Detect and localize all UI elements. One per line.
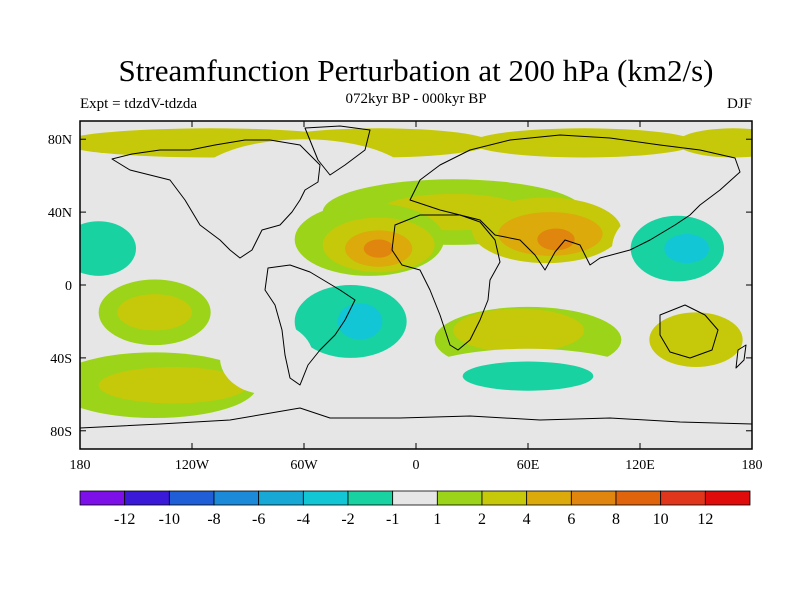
continent-outlines [80,125,752,429]
colorbar-swatch [124,490,170,506]
colorbar-swatch [481,490,528,506]
field-contour-pos-6 [363,239,394,258]
x-tick-label: 120W [175,458,210,473]
colorbar-label: 2 [478,511,486,528]
streamfunction-field [80,128,752,419]
colorbar-label: 1 [433,511,441,528]
colorbar-swatch [392,490,438,506]
experiment-label: Expt = tdzdV-tdzda [80,96,197,112]
map-plot [79,120,753,450]
y-tick-label: 80N [48,133,72,148]
coastline-south-america [264,264,356,386]
field-contour-pos-2 [649,312,743,367]
latitude-axis: 80N 40N 0 40S 80S [48,133,752,440]
field-contour-pos-2 [117,294,192,331]
y-tick-label: 80S [50,425,72,440]
x-tick-label: 120E [625,458,655,473]
colorbar-swatch [347,490,394,506]
chart-title: Streamfunction Perturbation at 200 hPa (… [119,53,714,88]
field-contour-neg-4 [664,233,710,264]
colorbar-label: 6 [567,511,575,528]
y-tick-label: 0 [65,279,72,294]
colorbar-swatch [660,490,706,506]
field-contour-pos-2 [677,128,752,158]
colorbar-swatch [258,490,304,506]
coastline-australia [659,304,719,359]
colorbar-label: 4 [523,511,531,528]
x-tick-label: 60E [517,458,540,473]
x-tick-label: 60W [290,458,318,473]
colorbar-swatch [79,490,126,506]
longitude-axis: 180 120W 60W 0 60E 120E 180 [70,121,763,473]
colorbar-swatch [570,490,617,506]
colorbar-label: 10 [653,511,669,528]
colorbar-label: -10 [159,511,180,528]
field-contour-pos-2 [453,308,584,353]
colorbar-swatch [704,490,751,506]
colorbar-swatch [302,490,349,506]
colorbar-label: 12 [697,511,713,528]
field-contour-neg-2 [462,361,594,391]
y-tick-label: 40S [50,352,72,367]
colorbar-swatch [526,490,572,506]
coastline-eurasia [409,134,741,271]
x-tick-label: 0 [413,458,420,473]
colorbar-swatch [213,490,260,506]
period-label: 072kyr BP - 000kyr BP [345,91,486,107]
field-contour-pos-6 [537,228,575,251]
coastline-greenland [304,125,371,176]
coastline-north-america [111,139,321,259]
coastline-antarctica [80,407,752,429]
y-tick-label: 40N [48,206,72,221]
colorbar-label: -6 [252,511,265,528]
field-contour-neg-1 [219,321,314,395]
field-contour-neg-2 [80,221,136,276]
colorbar-label: -2 [341,511,354,528]
colorbar: -12 -10 -8 -6 -4 -2 -1 1 2 4 6 8 10 12 [79,490,751,528]
colorbar-label: 8 [612,511,620,528]
field-contour-pos-2 [472,128,696,158]
season-label: DJF [727,96,752,112]
colorbar-label: -4 [297,511,310,528]
x-tick-label: 180 [70,458,91,473]
colorbar-label: -1 [386,511,399,528]
field-contour-pos-2 [98,367,249,404]
colorbar-swatch [615,490,662,506]
coastline-new-zealand [735,344,747,369]
coastline-africa [391,214,501,351]
x-tick-label: 180 [742,458,763,473]
colorbar-swatch [436,490,483,506]
colorbar-label: -8 [207,511,220,528]
colorbar-swatch [168,490,215,506]
colorbar-label: -12 [114,511,135,528]
